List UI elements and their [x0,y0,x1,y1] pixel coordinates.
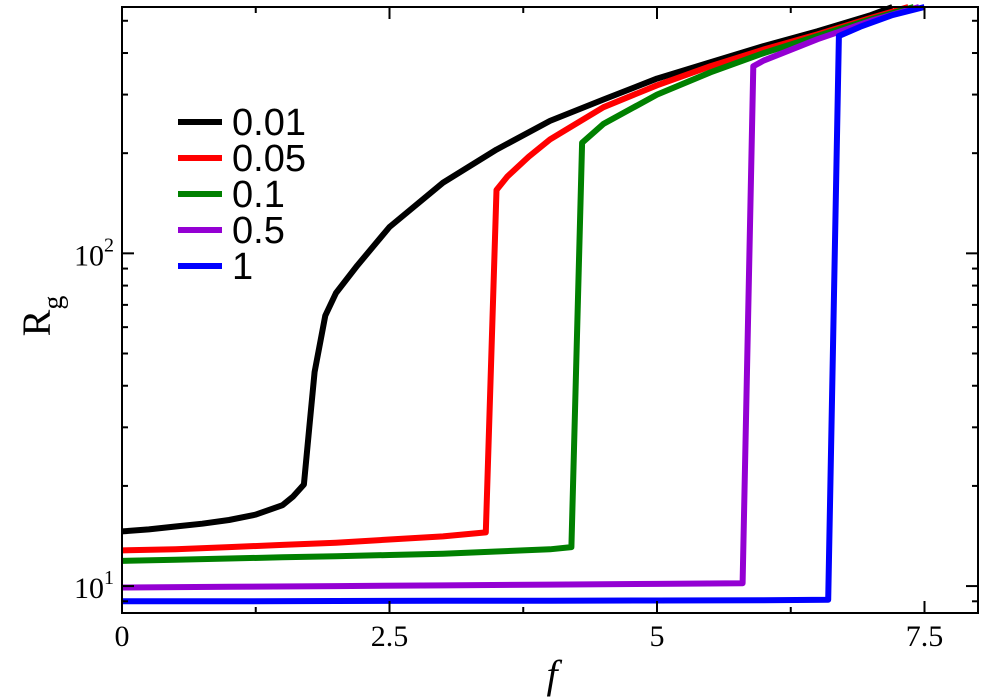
legend-label: 0.5 [232,210,285,252]
tick-layer: 0 2.5 5 7.5 101 102 [74,7,978,653]
series-line-1 [121,4,910,554]
y-tick-label: 101 [74,567,114,605]
x-tick-label: 2.5 [371,620,409,653]
x-tick-label: 7.5 [906,620,944,653]
legend-label: 0.1 [232,174,285,216]
series-layer [121,4,926,605]
plot-frame [121,6,979,614]
x-axis-title: f [546,652,562,697]
series-line-3 [121,4,920,591]
legend: 0.010.050.10.51 [178,102,306,288]
y-axis-title-main: R [14,309,59,336]
series-line-4 [122,4,926,605]
y-axis-title: Rg [14,296,69,337]
y-tick-label: 102 [74,234,114,272]
series-line-0 [121,4,894,535]
series-line-2 [121,4,915,564]
x-tick-label: 0 [115,620,130,653]
x-tick-label: 5 [650,620,665,653]
legend-label: 0.05 [232,138,306,180]
y-axis-title-subscript: g [38,296,69,310]
svg-text:Rg: Rg [14,296,69,337]
legend-label: 1 [232,246,253,288]
legend-label: 0.01 [232,102,306,144]
